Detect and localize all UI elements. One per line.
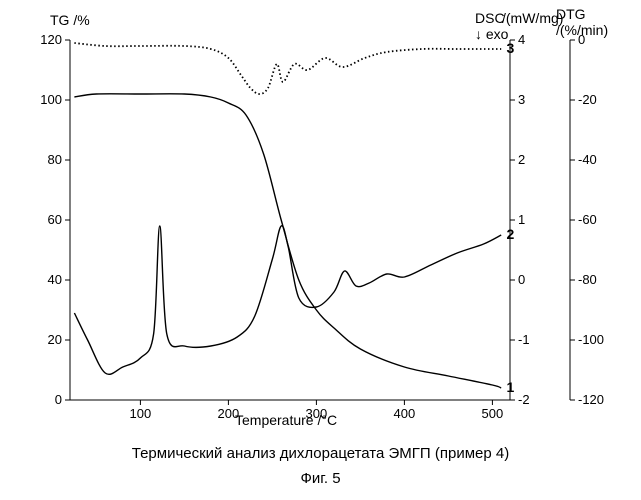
svg-text:-80: -80 <box>578 272 597 287</box>
svg-text:3: 3 <box>518 92 525 107</box>
svg-text:-40: -40 <box>578 152 597 167</box>
svg-text:3: 3 <box>506 40 514 56</box>
svg-text:100: 100 <box>130 406 152 421</box>
svg-text:1: 1 <box>506 379 514 395</box>
svg-text:500: 500 <box>482 406 504 421</box>
svg-text:0: 0 <box>578 32 585 47</box>
svg-text:-60: -60 <box>578 212 597 227</box>
chart-page: { "chart": { "type": "multi-axis-line", … <box>0 0 641 500</box>
caption-main: Термический анализ дихлорацетата ЭМГП (п… <box>0 445 641 462</box>
svg-text:-2: -2 <box>518 392 530 407</box>
svg-text:300: 300 <box>306 406 328 421</box>
svg-text:100: 100 <box>40 92 62 107</box>
svg-text:-20: -20 <box>578 92 597 107</box>
caption-fig: Фиг. 5 <box>0 470 641 487</box>
svg-text:200: 200 <box>218 406 240 421</box>
svg-text:120: 120 <box>40 32 62 47</box>
svg-text:2: 2 <box>506 226 514 242</box>
svg-text:400: 400 <box>394 406 416 421</box>
svg-text:80: 80 <box>48 152 62 167</box>
thermo-chart: 100200300400500020406080100120-2-101234-… <box>0 0 641 440</box>
svg-text:-100: -100 <box>578 332 604 347</box>
svg-text:20: 20 <box>48 332 62 347</box>
svg-text:-1: -1 <box>518 332 530 347</box>
svg-text:-120: -120 <box>578 392 604 407</box>
svg-text:0: 0 <box>518 272 525 287</box>
svg-text:4: 4 <box>518 32 525 47</box>
svg-text:0: 0 <box>55 392 62 407</box>
svg-text:1: 1 <box>518 212 525 227</box>
svg-text:60: 60 <box>48 212 62 227</box>
svg-text:2: 2 <box>518 152 525 167</box>
svg-text:40: 40 <box>48 272 62 287</box>
